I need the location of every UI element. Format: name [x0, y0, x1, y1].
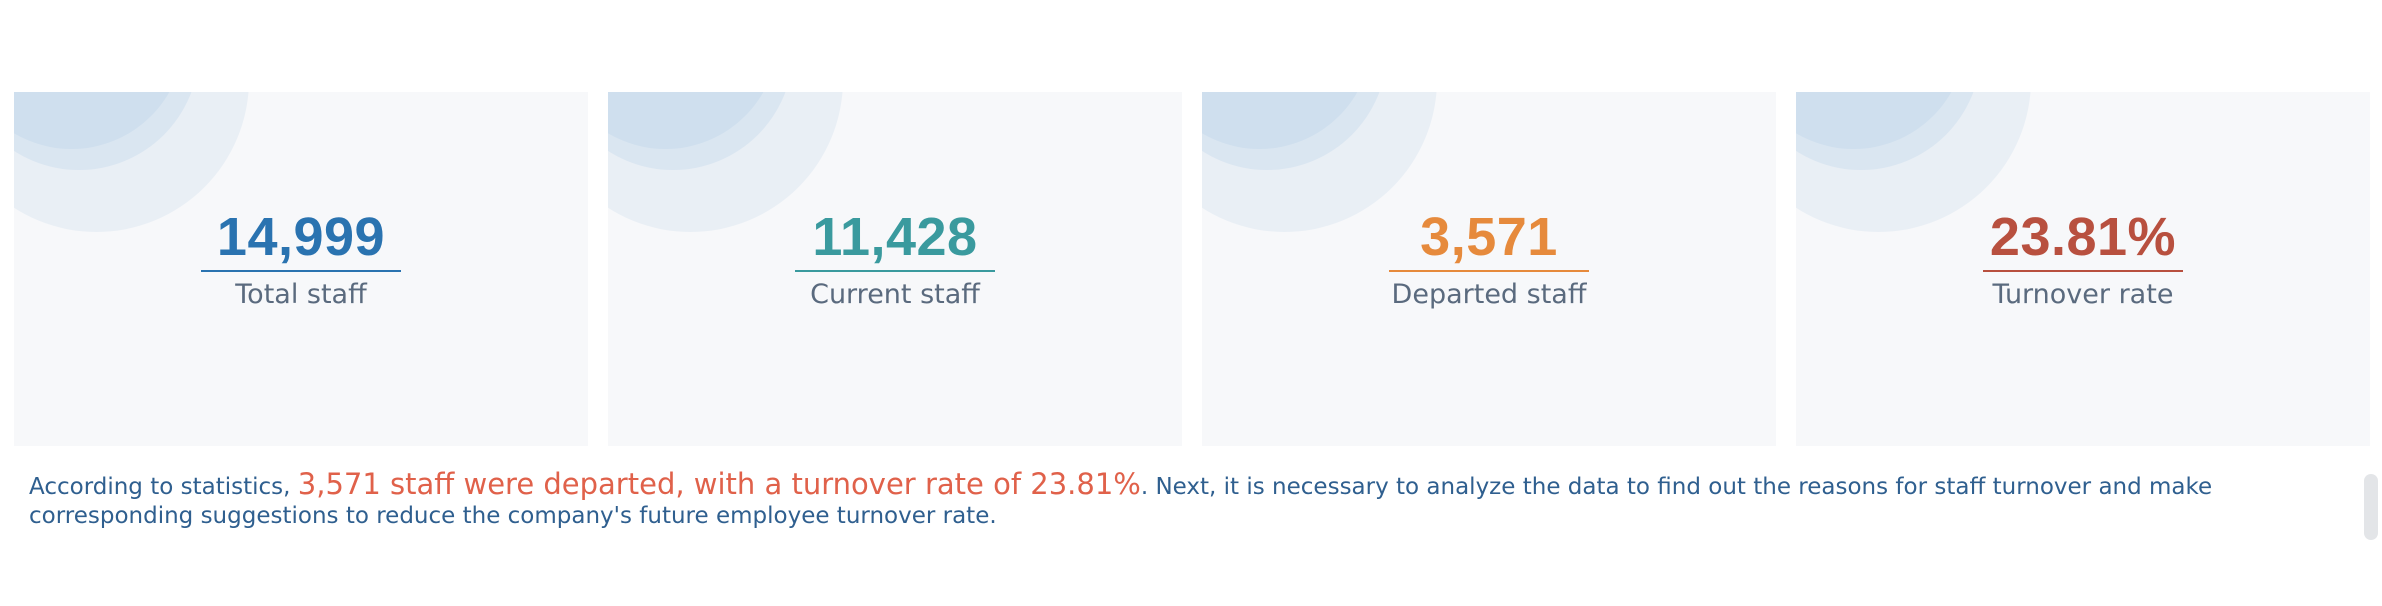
- card-total-staff: 14,999 Total staff: [14, 92, 588, 446]
- metric: 11,428 Current staff: [608, 207, 1182, 312]
- summary-prefix: According to statistics,: [29, 474, 298, 500]
- decoration-circle: [1796, 92, 1966, 149]
- metric: 14,999 Total staff: [14, 207, 588, 312]
- current-staff-label: Current staff: [810, 279, 980, 310]
- metric-underline: [1389, 270, 1589, 272]
- scrollbar-thumb[interactable]: [2364, 474, 2378, 540]
- summary-suffix: . Next, it is necessary to analyze the d…: [29, 474, 2213, 529]
- decoration-circle: [1202, 92, 1372, 149]
- card-turnover-rate: 23.81% Turnover rate: [1796, 92, 2370, 446]
- current-staff-value: 11,428: [812, 207, 978, 267]
- decoration-circle: [1202, 92, 1387, 170]
- decoration-circle: [14, 92, 199, 170]
- card-departed-staff: 3,571 Departed staff: [1202, 92, 1776, 446]
- departed-staff-label: Departed staff: [1391, 279, 1587, 310]
- decoration-circle: [608, 92, 778, 149]
- metric-cards: 14,999 Total staff 11,428 Current staff …: [14, 92, 2370, 446]
- card-current-staff: 11,428 Current staff: [608, 92, 1182, 446]
- total-staff-label: Total staff: [235, 279, 367, 310]
- departed-staff-value: 3,571: [1420, 207, 1558, 267]
- metric: 3,571 Departed staff: [1202, 207, 1776, 312]
- turnover-rate-value: 23.81%: [1989, 207, 2177, 267]
- decoration-circle: [608, 92, 793, 170]
- decoration-circle: [1796, 92, 1981, 170]
- decoration-circle: [14, 92, 184, 149]
- total-staff-value: 14,999: [216, 207, 386, 267]
- vertical-scrollbar[interactable]: [2360, 470, 2382, 544]
- summary-highlight: 3,571 staff were departed, with a turnov…: [297, 467, 1141, 501]
- metric-underline: [201, 270, 401, 272]
- turnover-rate-label: Turnover rate: [1992, 279, 2174, 310]
- metric-underline: [795, 270, 995, 272]
- summary-text: According to statistics, 3,571 staff wer…: [29, 470, 2339, 531]
- metric: 23.81% Turnover rate: [1796, 207, 2370, 312]
- metric-underline: [1983, 270, 2183, 272]
